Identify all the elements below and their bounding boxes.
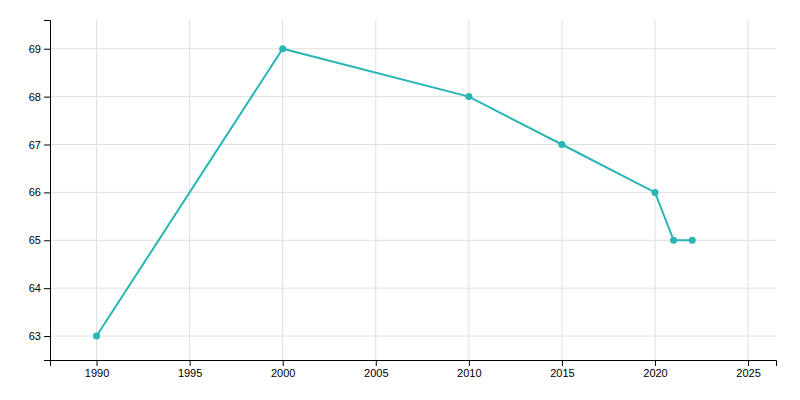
x-axis-tick: 2025	[736, 360, 760, 379]
x-axis-tick-label: 2020	[643, 367, 667, 379]
y-axis-tick-label: 66	[29, 186, 41, 198]
x-axis: 1990 1995 2000 2005 2010 2015 2020 2025	[51, 360, 777, 379]
grid	[50, 20, 776, 360]
x-axis-tick: 1990	[85, 360, 109, 379]
y-axis-tick: 63	[29, 330, 50, 342]
y-axis-tick: 64	[29, 282, 50, 294]
y-axis-tick: 67	[29, 139, 50, 151]
y-axis-tick-label: 68	[29, 91, 41, 103]
y-axis-tick-label: 63	[29, 330, 41, 342]
grid-line-x	[282, 20, 283, 360]
x-axis-tick-mark	[283, 360, 284, 366]
x-axis-tick: 1995	[178, 360, 202, 379]
y-axis-tick-label: 67	[29, 139, 41, 151]
x-axis-line	[51, 361, 777, 367]
grid-line-x	[561, 20, 562, 360]
x-axis-tick: 2010	[457, 360, 481, 379]
grid-line-x	[189, 20, 190, 360]
point	[279, 45, 286, 52]
grid-line-y	[50, 96, 776, 97]
line	[97, 49, 693, 336]
marks	[93, 45, 696, 339]
x-axis-tick-mark	[655, 360, 656, 366]
x-axis-tick-mark	[97, 360, 98, 366]
point	[689, 237, 696, 244]
x-axis-tick-label: 1990	[85, 367, 109, 379]
point	[558, 141, 565, 148]
x-axis-tick-label: 2000	[271, 367, 295, 379]
x-axis-tick-label: 1995	[178, 367, 202, 379]
y-axis-tick: 66	[29, 186, 50, 198]
y-axis-tick: 68	[29, 91, 50, 103]
x-axis-tick-mark	[376, 360, 377, 366]
grid-line-y	[50, 336, 776, 337]
y-axis-tick-label: 64	[29, 282, 41, 294]
y-axis-tick-mark	[44, 97, 50, 98]
x-axis-tick-mark	[469, 360, 470, 366]
y-axis-tick-label: 65	[29, 234, 41, 246]
y-axis-tick: 65	[29, 234, 50, 246]
point	[93, 333, 100, 340]
grid-line-y	[50, 48, 776, 49]
point	[652, 189, 659, 196]
y-axis-tick-mark	[44, 145, 50, 146]
point	[465, 93, 472, 100]
x-axis-tick-mark	[190, 360, 191, 366]
x-axis-tick: 2020	[643, 360, 667, 379]
grid-line-x	[375, 20, 376, 360]
x-axis-tick-label: 2005	[364, 367, 388, 379]
grid-line-y	[50, 144, 776, 145]
x-axis-tick: 2000	[271, 360, 295, 379]
chart: 1990 1995 2000 2005 2010 2015 2020 2025 63 64 65 66…	[0, 0, 800, 400]
y-axis-tick-mark	[44, 336, 50, 337]
point	[670, 237, 677, 244]
y-axis-tick-mark	[44, 192, 50, 193]
grid-line-y	[50, 192, 776, 193]
x-axis-tick-label: 2015	[550, 367, 574, 379]
y-axis-line	[44, 21, 51, 361]
y-axis-tick-mark	[44, 240, 50, 241]
x-axis-tick: 2005	[364, 360, 388, 379]
x-axis-tick-label: 2010	[457, 367, 481, 379]
x-axis-tick-mark	[748, 360, 749, 366]
y-axis-tick: 69	[29, 43, 50, 55]
grid-line-x	[96, 20, 97, 360]
plot: 1990 1995 2000 2005 2010 2015 2020 2025 63 64 65 66…	[29, 20, 777, 379]
y-axis-tick-mark	[44, 288, 50, 289]
grid-line-x	[468, 20, 469, 360]
grid-line-x	[748, 20, 749, 360]
x-axis-tick-label: 2025	[736, 367, 760, 379]
x-axis-tick-mark	[562, 360, 563, 366]
y-axis-tick-label: 69	[29, 43, 41, 55]
y-axis-tick-mark	[44, 49, 50, 50]
y-axis: 63 64 65 66 67 68 69	[29, 21, 51, 361]
x-axis-tick: 2015	[550, 360, 574, 379]
grid-line-y	[50, 288, 776, 289]
